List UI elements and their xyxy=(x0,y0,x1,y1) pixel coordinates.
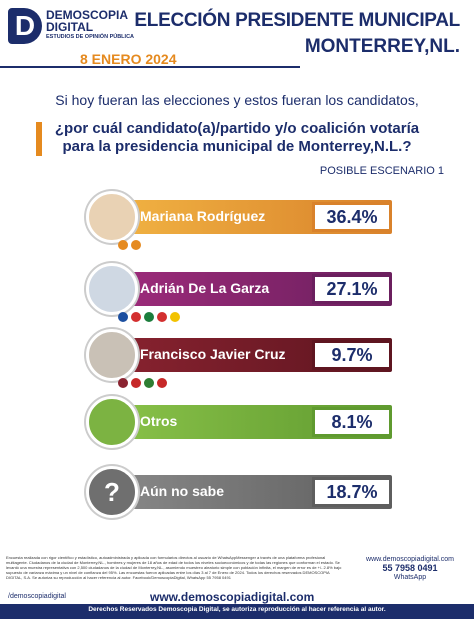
party-icons xyxy=(118,378,167,388)
logo: D xyxy=(8,8,42,44)
candidate-name: Mariana Rodríguez xyxy=(140,208,266,224)
result-value: 9.7% xyxy=(312,340,392,370)
methodology: Encuesta realizada con rigor científico … xyxy=(6,555,342,580)
party-icon xyxy=(131,240,141,250)
candidate-name: Aún no sabe xyxy=(140,483,225,499)
party-icon xyxy=(131,378,141,388)
contact: www.demoscopiadigital.com 55 7958 0491 W… xyxy=(350,555,470,582)
rights: Derechos Reservados Demoscopia Digital, … xyxy=(88,606,386,613)
candidate-name: Adrián De La Garza xyxy=(140,280,270,296)
title: MONTERREY,NL. xyxy=(304,36,460,57)
party-icon xyxy=(157,378,167,388)
candidate-name: Otros xyxy=(140,413,178,429)
candidate-photo xyxy=(86,396,138,448)
question-intro: Si hoy fueran las elecciones y estos fue… xyxy=(55,92,419,108)
question: para la presidencia municipal de Monterr… xyxy=(62,138,412,155)
date: 8 ENERO 2024 xyxy=(80,51,177,67)
tagline: ESTUDIOS DE OPINIÓN PÚBLICA xyxy=(46,34,135,40)
party-icon xyxy=(144,312,154,322)
result-value: 18.7% xyxy=(312,477,392,507)
party-icon xyxy=(118,312,128,322)
website: www.demoscopiadigital.com xyxy=(150,590,315,604)
candidate-photo xyxy=(86,263,138,315)
party-icons xyxy=(118,312,180,322)
candidate-photo xyxy=(86,191,138,243)
question: ¿por cuál candidato(a)/partido y/o coali… xyxy=(54,120,420,137)
party-icon xyxy=(157,312,167,322)
party-icon xyxy=(118,240,128,250)
result-value: 27.1% xyxy=(312,274,392,304)
brand: DIGITAL xyxy=(46,20,94,34)
contact-web: www.demoscopiadigital.com xyxy=(366,556,454,563)
party-icon xyxy=(118,378,128,388)
phone: 55 7958 0491 xyxy=(382,563,438,573)
scenario: POSIBLE ESCENARIO 1 xyxy=(319,165,444,177)
result-value: 8.1% xyxy=(312,407,392,437)
candidate-name: Francisco Javier Cruz xyxy=(140,346,286,362)
title: ELECCIÓN PRESIDENTE MUNICIPAL xyxy=(134,10,460,31)
candidate-photo: ? xyxy=(86,466,138,518)
party-icons xyxy=(118,240,141,250)
brand: DEMOSCOPIA xyxy=(46,8,129,22)
party-icon xyxy=(131,312,141,322)
social: /demoscopiadigital xyxy=(8,593,66,600)
candidate-photo xyxy=(86,329,138,381)
party-icon xyxy=(144,378,154,388)
footer-band xyxy=(0,604,474,619)
date-band xyxy=(0,48,300,68)
accent xyxy=(36,122,42,156)
whatsapp: WhatsApp xyxy=(393,574,427,581)
party-icon xyxy=(170,312,180,322)
result-value: 36.4% xyxy=(312,202,392,232)
